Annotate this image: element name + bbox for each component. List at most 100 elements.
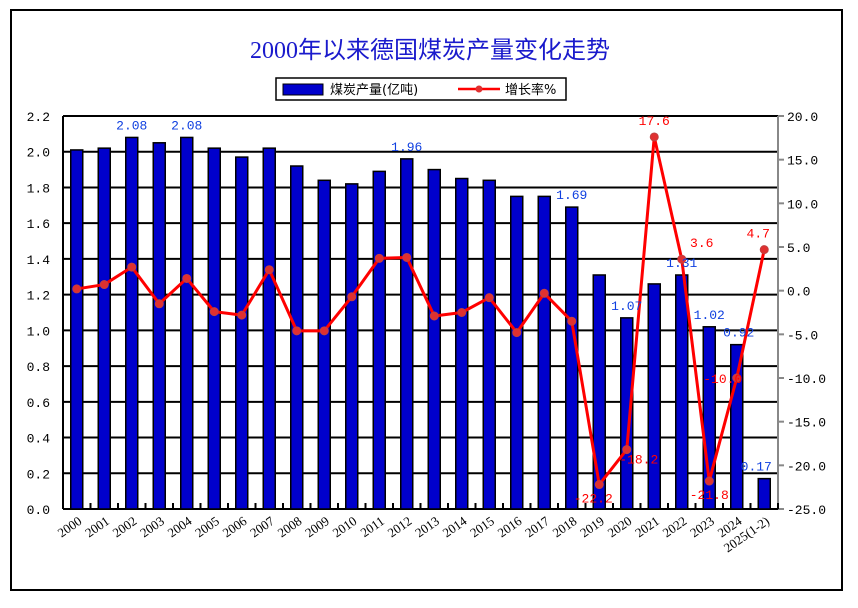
- bar: [235, 156, 249, 510]
- left-tick-label: 1.8: [27, 181, 50, 196]
- right-tick-label: -15.0: [787, 416, 826, 431]
- bar: [262, 147, 276, 510]
- plot-background: [63, 116, 778, 509]
- growth-point: [72, 284, 82, 294]
- growth-line: [76, 135, 766, 487]
- bar: [647, 283, 661, 510]
- growth-point: [127, 262, 137, 272]
- left-tick-label: 1.2: [27, 289, 50, 304]
- left-tick-label: 2.0: [27, 146, 50, 161]
- left-tick-label: 0.2: [27, 467, 50, 482]
- bar-data-label: 2.08: [171, 118, 202, 133]
- line-data-label: -10.0: [703, 372, 742, 387]
- left-tick-label: 1.4: [27, 253, 51, 268]
- bar-data-label: 1.96: [391, 140, 422, 155]
- line-data-label: -18.2: [619, 453, 658, 468]
- growth-point: [512, 328, 522, 338]
- bar: [152, 142, 166, 510]
- bar-data-label: 1.02: [694, 308, 725, 323]
- right-tick-label: -25.0: [787, 503, 826, 518]
- growth-point: [347, 292, 357, 302]
- bar: [730, 343, 744, 510]
- growth-point: [292, 326, 302, 336]
- left-tick-label: 1.0: [27, 324, 50, 339]
- left-tick-label: 1.6: [27, 217, 50, 232]
- right-tick-label: -20.0: [787, 459, 826, 474]
- right-tick-label: 5.0: [787, 241, 810, 256]
- legend-line-marker: [475, 85, 483, 93]
- bar: [620, 317, 634, 510]
- left-tick-label: 0.6: [27, 396, 50, 411]
- growth-point: [539, 288, 549, 298]
- bar: [345, 183, 359, 510]
- growth-point: [374, 253, 384, 263]
- growth-point: [732, 373, 742, 383]
- bar: [757, 477, 771, 510]
- legend: 煤炭产量(亿吨) 增长率%: [275, 77, 567, 101]
- bar: [482, 179, 496, 510]
- line-data-label: -22.2: [574, 492, 613, 507]
- growth-point: [264, 265, 274, 275]
- legend-bar-swatch: [282, 83, 324, 96]
- growth-point: [154, 299, 164, 309]
- plot-area: 0.0 0.2 0.4 0.6 0.8 1.0 1.2 1.4 1.6 1.8 2.0 2.2 -25.…: [27, 110, 826, 555]
- growth-point: [99, 280, 109, 290]
- left-tick-label: 0.8: [27, 360, 50, 375]
- bar: [400, 158, 414, 510]
- growth-point: [457, 308, 467, 317]
- right-tick-label: 0.0: [787, 285, 810, 300]
- growth-point: [484, 293, 494, 303]
- growth-point: [759, 245, 769, 255]
- bar-data-label: 1.31: [666, 256, 697, 271]
- growth-point: [677, 254, 687, 264]
- growth-point: [649, 132, 659, 142]
- bar: [537, 195, 551, 510]
- growth-point: [319, 326, 329, 336]
- bar: [317, 179, 331, 510]
- legend-box: [275, 77, 567, 101]
- line-data-label: 3.6: [690, 236, 713, 251]
- bar: [427, 168, 441, 510]
- bar: [592, 274, 606, 510]
- bar: [125, 136, 139, 510]
- bar: [510, 195, 524, 510]
- growth-point: [402, 252, 412, 262]
- left-tick-label: 0.0: [27, 503, 50, 518]
- bar: [565, 206, 579, 510]
- bar: [70, 149, 84, 510]
- growth-point: [567, 316, 577, 326]
- right-tick-label: 10.0: [787, 197, 818, 212]
- bar-data-label: 2.08: [116, 118, 147, 133]
- bar: [372, 170, 386, 510]
- bar-data-label: 1.69: [556, 188, 587, 203]
- right-tick-label: 20.0: [787, 110, 818, 125]
- bar: [207, 147, 221, 510]
- growth-point: [622, 445, 632, 455]
- line-data-label: 4.7: [747, 227, 770, 242]
- growth-point: [429, 311, 439, 321]
- right-tick-label: 15.0: [787, 154, 818, 169]
- legend-bar-label: 煤炭产量(亿吨): [330, 83, 418, 98]
- bar-data-label: 0.17: [741, 460, 772, 475]
- growth-point: [594, 480, 604, 490]
- right-tick-label: -10.0: [787, 372, 826, 387]
- growth-point: [704, 476, 714, 486]
- bar: [675, 274, 689, 510]
- bar: [180, 136, 194, 510]
- chart-title: 2000年以来德国煤炭产量变化走势: [250, 37, 610, 64]
- bar: [455, 177, 469, 510]
- bar-data-label: 0.92: [723, 326, 754, 341]
- growth-point: [209, 307, 219, 317]
- line-data-label: 17.6: [639, 114, 670, 129]
- legend-line-label: 增长率%: [505, 82, 556, 98]
- growth-point: [237, 310, 247, 320]
- bar: [97, 147, 111, 510]
- right-tick-label: -5.0: [787, 328, 818, 343]
- left-tick-label: 0.4: [27, 432, 51, 447]
- line-data-label: -21.8: [690, 488, 729, 503]
- bar-data-label: 1.07: [611, 299, 642, 314]
- left-tick-label: 2.2: [27, 110, 50, 125]
- bar: [290, 165, 304, 510]
- growth-point: [182, 273, 192, 283]
